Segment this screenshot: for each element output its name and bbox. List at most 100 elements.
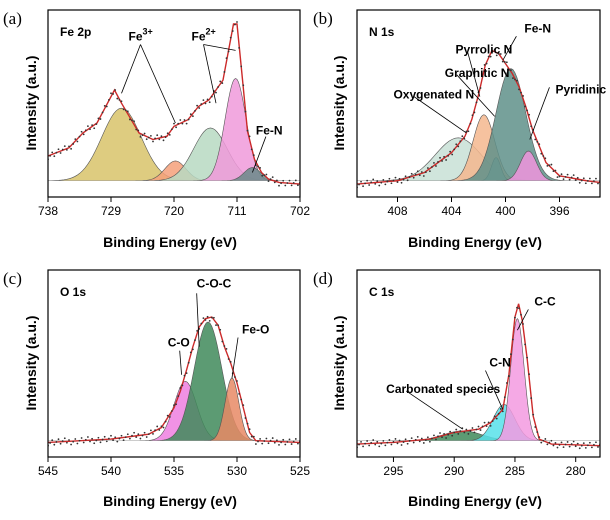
data-point bbox=[507, 68, 510, 71]
data-point bbox=[469, 430, 472, 432]
data-point bbox=[231, 30, 234, 32]
data-point bbox=[441, 160, 443, 162]
panel-title: Fe 2p bbox=[60, 25, 91, 39]
data-point bbox=[497, 412, 500, 415]
data-point bbox=[416, 170, 419, 173]
data-point bbox=[95, 439, 98, 442]
data-point bbox=[221, 340, 224, 343]
data-point bbox=[219, 80, 222, 83]
data-point bbox=[229, 36, 232, 39]
data-point bbox=[524, 105, 526, 108]
data-point bbox=[175, 403, 178, 406]
data-point bbox=[522, 95, 524, 97]
data-point bbox=[68, 439, 70, 441]
data-point bbox=[568, 178, 571, 181]
data-point bbox=[53, 155, 56, 158]
data-point bbox=[586, 180, 589, 182]
data-point bbox=[487, 421, 490, 424]
data-point bbox=[412, 176, 415, 179]
data-point bbox=[392, 179, 395, 182]
data-point bbox=[457, 433, 460, 435]
data-point bbox=[578, 181, 581, 184]
data-point bbox=[378, 445, 381, 448]
data-point bbox=[420, 171, 423, 173]
data-point bbox=[227, 50, 230, 53]
x-tick-label: 540 bbox=[101, 464, 121, 478]
data-point bbox=[80, 130, 83, 133]
data-point bbox=[215, 91, 217, 94]
data-point bbox=[225, 57, 228, 59]
data-point bbox=[93, 127, 96, 130]
data-point bbox=[257, 165, 259, 168]
data-point bbox=[278, 444, 280, 446]
data-point bbox=[120, 100, 123, 103]
data-point bbox=[135, 436, 138, 439]
data-point bbox=[112, 93, 114, 95]
data-point bbox=[388, 177, 391, 180]
data-point bbox=[390, 443, 393, 446]
annotation-arrow bbox=[405, 390, 463, 430]
data-point bbox=[229, 360, 232, 363]
data-point bbox=[244, 417, 247, 419]
data-point bbox=[564, 443, 567, 446]
x-tick-label: 400 bbox=[495, 204, 515, 218]
x-tick-label: 711 bbox=[227, 204, 246, 218]
data-point bbox=[126, 110, 129, 113]
data-point bbox=[370, 441, 373, 444]
data-point bbox=[552, 444, 555, 447]
data-point bbox=[187, 118, 190, 121]
data-point bbox=[582, 177, 585, 180]
data-point bbox=[177, 122, 180, 125]
data-point bbox=[566, 173, 569, 176]
data-point bbox=[129, 118, 131, 121]
data-point bbox=[591, 182, 593, 185]
data-point bbox=[76, 442, 79, 445]
data-point bbox=[449, 150, 452, 153]
data-point bbox=[208, 101, 211, 104]
annotation-arrow bbox=[467, 51, 481, 97]
data-point bbox=[55, 151, 58, 154]
data-point bbox=[475, 428, 478, 431]
data-point bbox=[118, 99, 121, 101]
data-point bbox=[410, 437, 413, 440]
data-point bbox=[467, 130, 470, 133]
annotation-arrow bbox=[203, 44, 217, 104]
data-point bbox=[556, 446, 559, 449]
data-point bbox=[429, 170, 431, 173]
data-point bbox=[534, 138, 537, 141]
y-axis-label: Intensity (a.u.) bbox=[331, 316, 347, 411]
data-point bbox=[518, 88, 520, 91]
data-point bbox=[431, 166, 433, 168]
data-point bbox=[370, 181, 373, 184]
data-point bbox=[110, 92, 112, 95]
data-point bbox=[112, 439, 114, 442]
data-point bbox=[435, 438, 437, 441]
data-point bbox=[194, 110, 196, 112]
data-point bbox=[267, 442, 270, 445]
annotation-arrow bbox=[517, 309, 529, 331]
data-point bbox=[250, 148, 253, 151]
data-point bbox=[593, 180, 595, 182]
data-point bbox=[493, 415, 496, 418]
data-point bbox=[572, 174, 575, 177]
data-point bbox=[271, 437, 274, 439]
panel-title: C 1s bbox=[369, 285, 395, 299]
data-point bbox=[99, 441, 102, 444]
data-point bbox=[443, 155, 445, 158]
annotation-arrow bbox=[196, 293, 200, 347]
data-point bbox=[223, 71, 226, 73]
data-point bbox=[404, 175, 407, 178]
data-point bbox=[236, 380, 238, 382]
data-point bbox=[439, 156, 441, 159]
data-point bbox=[512, 77, 514, 80]
y-axis-label: Intensity (a.u.) bbox=[331, 56, 347, 151]
data-point bbox=[530, 397, 533, 399]
data-point bbox=[392, 440, 395, 443]
data-point bbox=[520, 91, 522, 94]
data-point bbox=[192, 115, 194, 118]
data-point bbox=[154, 137, 157, 140]
data-point bbox=[475, 101, 478, 104]
data-point bbox=[489, 55, 492, 58]
data-point bbox=[122, 439, 125, 441]
